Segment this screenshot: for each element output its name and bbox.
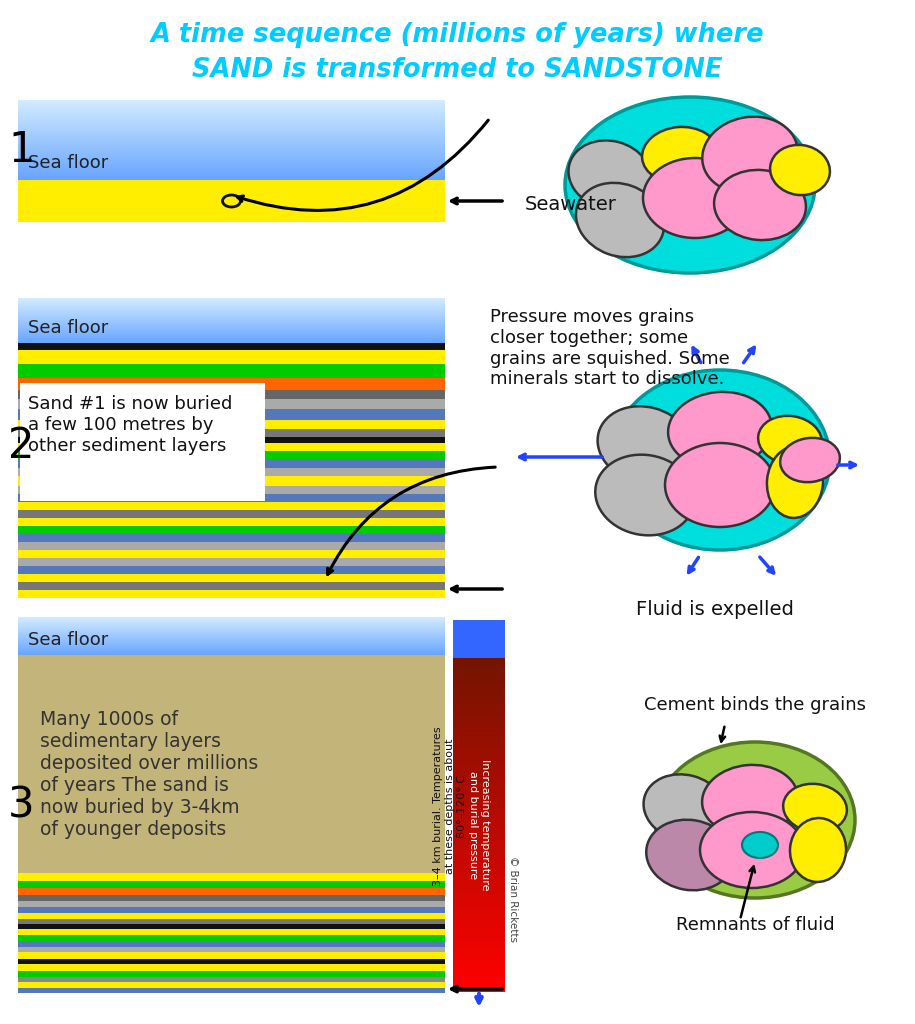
Bar xyxy=(18,988,445,993)
Bar xyxy=(18,451,445,459)
Bar xyxy=(18,534,445,542)
Ellipse shape xyxy=(565,97,815,273)
Bar xyxy=(18,390,445,399)
Text: 3: 3 xyxy=(8,785,35,827)
Bar xyxy=(18,941,445,947)
Text: Remnants of fluid: Remnants of fluid xyxy=(675,916,834,934)
Text: Many 1000s of
sedimentary layers
deposited over millions
of years The sand is
no: Many 1000s of sedimentary layers deposit… xyxy=(40,710,258,839)
Bar xyxy=(18,526,445,534)
Bar xyxy=(18,964,445,971)
Bar xyxy=(18,574,445,582)
Bar xyxy=(18,518,445,526)
Bar xyxy=(18,558,445,566)
Bar xyxy=(18,919,445,924)
Text: Pressure moves grains
closer together; some
grains are squished. Some
minerals s: Pressure moves grains closer together; s… xyxy=(490,308,730,388)
Bar xyxy=(18,429,445,437)
Bar xyxy=(18,494,445,502)
Ellipse shape xyxy=(568,140,651,210)
Bar xyxy=(18,913,445,919)
Bar xyxy=(18,566,445,574)
Text: © Brian Ricketts: © Brian Ricketts xyxy=(508,856,518,942)
Ellipse shape xyxy=(767,446,824,518)
Ellipse shape xyxy=(770,144,830,196)
Bar xyxy=(18,895,445,901)
Bar xyxy=(18,437,445,443)
Text: Sand #1 is now buried
a few 100 metres by
other sediment layers: Sand #1 is now buried a few 100 metres b… xyxy=(28,395,232,455)
Ellipse shape xyxy=(714,170,806,240)
Text: Seawater: Seawater xyxy=(525,196,617,214)
Bar xyxy=(18,364,445,378)
Bar xyxy=(18,901,445,907)
Text: Sea floor: Sea floor xyxy=(28,154,108,172)
Bar xyxy=(18,881,445,888)
Bar xyxy=(18,977,445,982)
Bar xyxy=(18,468,445,476)
Bar xyxy=(18,655,445,873)
Bar xyxy=(18,343,445,350)
Text: 2: 2 xyxy=(8,426,35,468)
Ellipse shape xyxy=(742,831,778,858)
Bar xyxy=(18,888,445,895)
Bar xyxy=(18,443,445,451)
Bar xyxy=(18,959,445,964)
Ellipse shape xyxy=(643,158,747,238)
Ellipse shape xyxy=(655,742,855,898)
Text: A time sequence (millions of years) where: A time sequence (millions of years) wher… xyxy=(150,22,764,48)
Bar xyxy=(18,935,445,941)
Text: Sea floor: Sea floor xyxy=(28,319,108,337)
Bar xyxy=(18,180,445,222)
FancyBboxPatch shape xyxy=(20,383,265,501)
Bar xyxy=(18,409,445,420)
Bar xyxy=(18,378,445,390)
Text: Increasing temperature
and burial pressure: Increasing temperature and burial pressu… xyxy=(468,759,490,891)
Bar xyxy=(18,971,445,977)
Text: Sea floor: Sea floor xyxy=(28,631,108,649)
Text: 1: 1 xyxy=(8,129,35,171)
Bar xyxy=(18,459,445,468)
Ellipse shape xyxy=(596,455,694,536)
Ellipse shape xyxy=(790,818,846,882)
Bar xyxy=(18,420,445,429)
Ellipse shape xyxy=(783,783,847,833)
Bar xyxy=(18,399,445,409)
Ellipse shape xyxy=(665,443,775,527)
Bar xyxy=(18,929,445,935)
Bar xyxy=(18,542,445,550)
Ellipse shape xyxy=(780,438,840,482)
Bar xyxy=(18,550,445,558)
Bar xyxy=(18,947,445,952)
Ellipse shape xyxy=(643,774,727,842)
Ellipse shape xyxy=(702,765,798,836)
Bar xyxy=(18,907,445,913)
Ellipse shape xyxy=(759,416,822,464)
Ellipse shape xyxy=(610,370,830,550)
Ellipse shape xyxy=(668,392,772,468)
Bar xyxy=(18,924,445,929)
Bar xyxy=(18,510,445,518)
Text: Fluid is expelled: Fluid is expelled xyxy=(636,600,794,618)
Bar xyxy=(18,350,445,364)
Bar xyxy=(18,486,445,494)
Bar xyxy=(18,476,445,486)
Bar xyxy=(18,582,445,590)
Text: 3–4 km burial. Temperatures
at these depths is about
80°–120° C: 3–4 km burial. Temperatures at these dep… xyxy=(434,726,467,886)
Ellipse shape xyxy=(700,812,804,888)
Text: SAND is transformed to SANDSTONE: SAND is transformed to SANDSTONE xyxy=(192,57,722,83)
Bar xyxy=(18,982,445,988)
Bar xyxy=(18,590,445,598)
Ellipse shape xyxy=(642,127,718,183)
Ellipse shape xyxy=(576,183,664,257)
Ellipse shape xyxy=(597,407,693,483)
Bar xyxy=(453,620,505,658)
Bar xyxy=(18,502,445,510)
Bar xyxy=(18,873,445,881)
Text: Cement binds the grains: Cement binds the grains xyxy=(644,696,866,714)
Ellipse shape xyxy=(703,117,798,194)
Ellipse shape xyxy=(646,819,734,890)
Bar xyxy=(18,952,445,959)
